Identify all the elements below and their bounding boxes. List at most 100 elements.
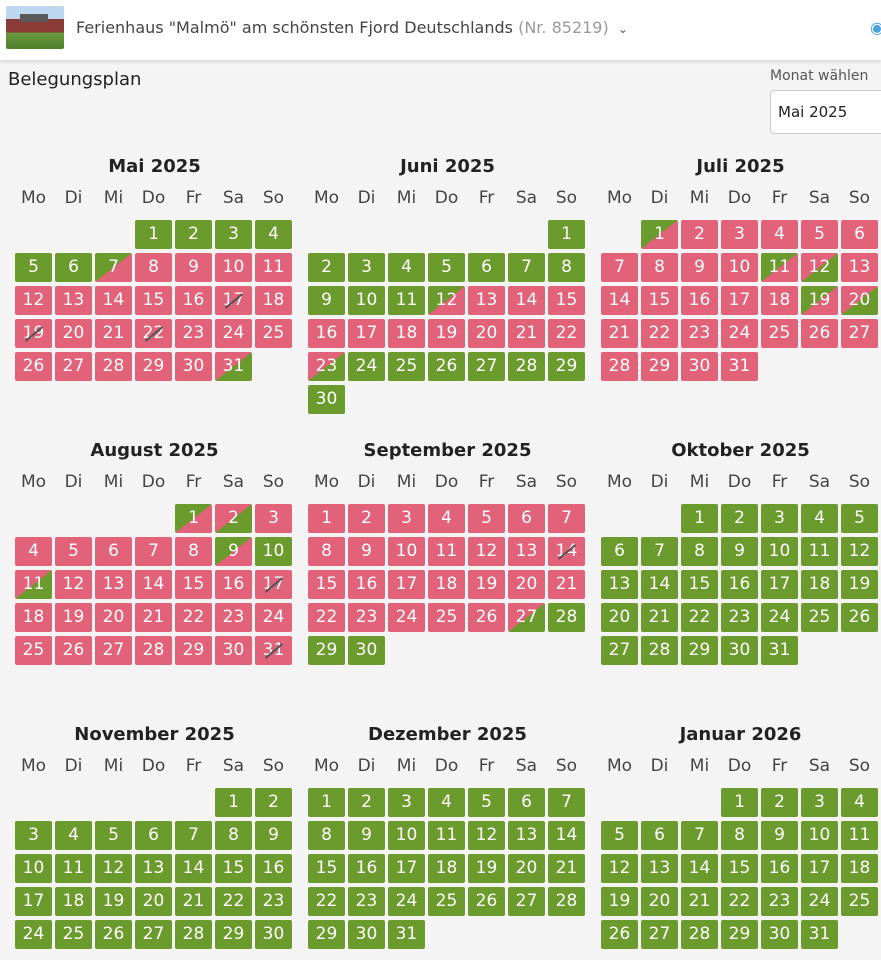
day-cell-booked[interactable]: 26 bbox=[15, 352, 52, 381]
day-cell-free[interactable]: 3 bbox=[15, 821, 52, 850]
day-cell-booked[interactable]: 14 bbox=[548, 537, 585, 566]
day-cell-booked[interactable]: 25 bbox=[255, 319, 292, 348]
day-cell-booked[interactable]: 15 bbox=[548, 286, 585, 315]
day-cell-free[interactable]: 19 bbox=[468, 854, 505, 883]
day-cell-free[interactable]: 13 bbox=[508, 821, 545, 850]
day-cell-free[interactable]: 20 bbox=[641, 887, 678, 916]
day-cell-free[interactable]: 10 bbox=[255, 537, 292, 566]
day-cell-free[interactable]: 2 bbox=[308, 253, 345, 282]
day-cell-booked[interactable]: 24 bbox=[215, 319, 252, 348]
day-cell-booked[interactable]: 1 bbox=[308, 504, 345, 533]
day-cell-free[interactable]: 15 bbox=[681, 570, 718, 599]
day-cell-booked[interactable]: 7 bbox=[601, 253, 638, 282]
day-cell-free[interactable]: 5 bbox=[95, 821, 132, 850]
day-cell-booked[interactable]: 17 bbox=[255, 570, 292, 599]
day-cell-free[interactable]: 27 bbox=[508, 887, 545, 916]
day-cell-booked[interactable]: 28 bbox=[601, 352, 638, 381]
day-cell-free[interactable]: 4 bbox=[55, 821, 92, 850]
day-cell-free[interactable]: 26 bbox=[95, 920, 132, 949]
day-cell-booked[interactable]: 16 bbox=[308, 319, 345, 348]
day-cell-booked[interactable]: 25 bbox=[428, 603, 465, 632]
day-cell-free[interactable]: 23 bbox=[761, 887, 798, 916]
day-cell-booked[interactable]: 29 bbox=[641, 352, 678, 381]
day-cell-booked[interactable]: 7 bbox=[548, 504, 585, 533]
day-cell-free[interactable]: 6 bbox=[468, 253, 505, 282]
day-cell-free[interactable]: 9 bbox=[348, 821, 385, 850]
day-cell-booked[interactable]: 12 bbox=[55, 570, 92, 599]
day-cell-booked[interactable]: 10 bbox=[388, 537, 425, 566]
day-cell-booked[interactable]: 17 bbox=[388, 570, 425, 599]
day-cell-free[interactable]: 6 bbox=[641, 821, 678, 850]
eye-icon[interactable]: ◉ bbox=[870, 18, 881, 37]
day-cell-booked[interactable]: 22 bbox=[641, 319, 678, 348]
day-cell-free[interactable]: 14 bbox=[681, 854, 718, 883]
day-cell-departure[interactable]: 2 bbox=[215, 504, 252, 533]
day-cell-free[interactable]: 15 bbox=[721, 854, 758, 883]
day-cell-free[interactable]: 23 bbox=[255, 887, 292, 916]
day-cell-free[interactable]: 24 bbox=[348, 352, 385, 381]
property-thumbnail[interactable] bbox=[6, 6, 64, 49]
day-cell-free[interactable]: 22 bbox=[721, 887, 758, 916]
day-cell-free[interactable]: 11 bbox=[841, 821, 878, 850]
day-cell-free[interactable]: 17 bbox=[801, 854, 838, 883]
day-cell-booked[interactable]: 22 bbox=[308, 603, 345, 632]
day-cell-booked[interactable]: 4 bbox=[15, 537, 52, 566]
day-cell-free[interactable]: 30 bbox=[721, 636, 758, 665]
day-cell-departure[interactable]: 23 bbox=[308, 352, 345, 381]
day-cell-departure[interactable]: 27 bbox=[508, 603, 545, 632]
day-cell-booked[interactable]: 17 bbox=[348, 319, 385, 348]
day-cell-departure[interactable]: 11 bbox=[15, 570, 52, 599]
day-cell-booked[interactable]: 23 bbox=[348, 603, 385, 632]
day-cell-free[interactable]: 25 bbox=[801, 603, 838, 632]
day-cell-booked[interactable]: 24 bbox=[255, 603, 292, 632]
day-cell-free[interactable]: 27 bbox=[135, 920, 172, 949]
day-cell-booked[interactable]: 23 bbox=[681, 319, 718, 348]
day-cell-free[interactable]: 21 bbox=[548, 854, 585, 883]
day-cell-free[interactable]: 21 bbox=[641, 603, 678, 632]
day-cell-free[interactable]: 15 bbox=[215, 854, 252, 883]
day-cell-booked[interactable]: 6 bbox=[95, 537, 132, 566]
day-cell-free[interactable]: 18 bbox=[801, 570, 838, 599]
day-cell-free[interactable]: 2 bbox=[255, 788, 292, 817]
day-cell-free[interactable]: 10 bbox=[15, 854, 52, 883]
day-cell-free[interactable]: 26 bbox=[428, 352, 465, 381]
day-cell-free[interactable]: 22 bbox=[308, 887, 345, 916]
day-cell-free[interactable]: 25 bbox=[388, 352, 425, 381]
day-cell-arrival[interactable]: 11 bbox=[761, 253, 798, 282]
day-cell-free[interactable]: 12 bbox=[468, 821, 505, 850]
day-cell-free[interactable]: 18 bbox=[428, 854, 465, 883]
day-cell-booked[interactable]: 30 bbox=[175, 352, 212, 381]
day-cell-booked[interactable]: 31 bbox=[721, 352, 758, 381]
day-cell-free[interactable]: 24 bbox=[801, 887, 838, 916]
day-cell-free[interactable]: 26 bbox=[841, 603, 878, 632]
day-cell-free[interactable]: 3 bbox=[348, 253, 385, 282]
day-cell-arrival[interactable]: 1 bbox=[641, 220, 678, 249]
day-cell-free[interactable]: 24 bbox=[15, 920, 52, 949]
day-cell-free[interactable]: 19 bbox=[601, 887, 638, 916]
day-cell-booked[interactable]: 22 bbox=[175, 603, 212, 632]
day-cell-booked[interactable]: 2 bbox=[681, 220, 718, 249]
day-cell-free[interactable]: 19 bbox=[841, 570, 878, 599]
day-cell-free[interactable]: 8 bbox=[308, 821, 345, 850]
day-cell-free[interactable]: 5 bbox=[15, 253, 52, 282]
day-cell-booked[interactable]: 18 bbox=[761, 286, 798, 315]
day-cell-booked[interactable]: 21 bbox=[601, 319, 638, 348]
day-cell-booked[interactable]: 27 bbox=[95, 636, 132, 665]
day-cell-booked[interactable]: 30 bbox=[215, 636, 252, 665]
day-cell-booked[interactable]: 14 bbox=[601, 286, 638, 315]
day-cell-free[interactable]: 1 bbox=[548, 220, 585, 249]
day-cell-booked[interactable]: 23 bbox=[215, 603, 252, 632]
day-cell-free[interactable]: 29 bbox=[548, 352, 585, 381]
day-cell-free[interactable]: 5 bbox=[841, 504, 878, 533]
day-cell-booked[interactable]: 9 bbox=[175, 253, 212, 282]
day-cell-free[interactable]: 2 bbox=[348, 788, 385, 817]
day-cell-free[interactable]: 7 bbox=[681, 821, 718, 850]
day-cell-free[interactable]: 3 bbox=[761, 504, 798, 533]
day-cell-booked[interactable]: 11 bbox=[255, 253, 292, 282]
day-cell-booked[interactable]: 24 bbox=[388, 603, 425, 632]
day-cell-free[interactable]: 16 bbox=[348, 854, 385, 883]
day-cell-booked[interactable]: 8 bbox=[641, 253, 678, 282]
day-cell-booked[interactable]: 2 bbox=[348, 504, 385, 533]
day-cell-booked[interactable]: 3 bbox=[721, 220, 758, 249]
day-cell-free[interactable]: 27 bbox=[601, 636, 638, 665]
